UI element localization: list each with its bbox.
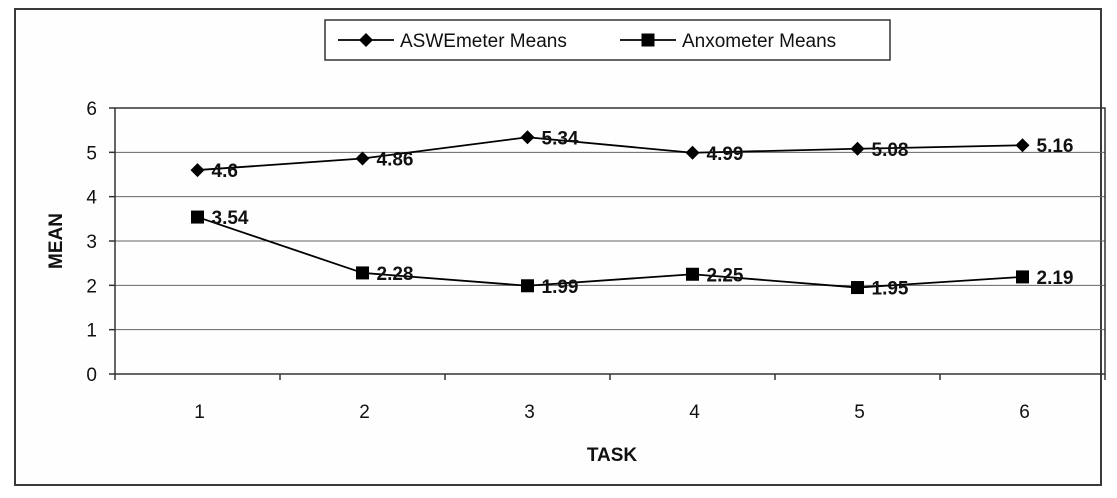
legend-item: Anxometer Means <box>620 31 836 52</box>
data-label: 4.99 <box>707 144 744 165</box>
y-tick-label: 5 <box>86 143 97 164</box>
diamond-marker <box>359 33 373 47</box>
y-tick-label: 4 <box>86 188 97 209</box>
series-line <box>197 216 1023 289</box>
data-label: 5.08 <box>872 140 909 161</box>
series-line <box>197 136 1023 171</box>
legend-box <box>324 19 891 61</box>
data-label: 4.6 <box>212 161 238 182</box>
square-marker <box>191 210 204 224</box>
diamond-marker <box>850 141 865 156</box>
data-label: 5.16 <box>1037 136 1074 157</box>
y-tick-label: 6 <box>86 99 97 120</box>
diamond-marker <box>190 163 205 178</box>
y-tick-label: 0 <box>86 365 97 386</box>
x-tick-label: 5 <box>854 402 865 423</box>
data-label: 2.28 <box>377 264 414 285</box>
legend-label: Anxometer Means <box>682 31 836 52</box>
square-marker <box>641 33 655 47</box>
data-label: 3.54 <box>212 208 249 229</box>
series-aswemeter: 4.6 4.86 5.34 4.99 5.08 5.16 <box>190 128 1074 182</box>
y-axis-title: MEAN <box>46 213 67 269</box>
gridlines <box>115 151 1105 331</box>
diamond-marker <box>685 145 700 160</box>
data-label: 2.19 <box>1037 268 1074 289</box>
series-anxometer: 3.54 2.28 1.99 2.25 1.95 2.19 <box>191 208 1074 300</box>
legend-label: ASWEmeter Means <box>400 31 567 52</box>
x-tick-label: 4 <box>689 402 700 423</box>
y-tick-label: 1 <box>86 321 97 342</box>
series-layer: 4.6 4.86 5.34 4.99 5.08 5.16 3.54 2.28 1.99 2.25 1… <box>190 128 1074 300</box>
data-label: 1.99 <box>542 277 579 298</box>
x-tick-label: 1 <box>194 402 205 423</box>
x-tick-label: 6 <box>1019 402 1030 423</box>
data-label: 1.95 <box>872 279 909 300</box>
data-label: 5.34 <box>542 128 579 149</box>
square-marker <box>851 281 864 295</box>
square-marker <box>521 279 534 293</box>
legend: ASWEmeter Means Anxometer Means <box>338 31 836 52</box>
data-label: 4.86 <box>377 150 414 171</box>
x-tick-label: 3 <box>524 402 535 423</box>
square-marker <box>1016 270 1029 284</box>
data-label: 2.25 <box>707 265 744 286</box>
x-axis: 1 2 3 4 5 6 <box>114 374 1106 423</box>
chart-frame <box>14 8 1102 486</box>
y-tick-label: 3 <box>86 232 97 253</box>
y-tick-label: 2 <box>86 276 97 297</box>
x-tick-label: 2 <box>359 402 370 423</box>
y-axis: 0 1 2 3 4 5 6 <box>86 99 115 386</box>
diamond-marker <box>520 130 535 145</box>
legend-item: ASWEmeter Means <box>338 31 567 52</box>
square-marker <box>686 267 699 281</box>
diamond-marker <box>355 151 370 166</box>
x-axis-title: TASK <box>587 445 638 466</box>
square-marker <box>356 266 369 280</box>
diamond-marker <box>1015 138 1030 153</box>
